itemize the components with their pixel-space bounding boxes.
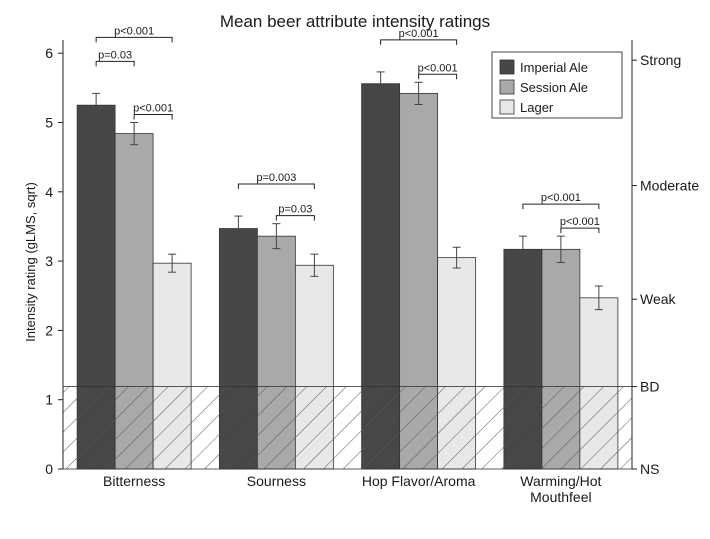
right-tick-label: Strong — [640, 52, 681, 68]
significance-label: p<0.001 — [560, 216, 600, 228]
category-label: Hop Flavor/Aroma — [362, 473, 476, 489]
category-label: Warming/Hot — [520, 473, 601, 489]
legend-label: Lager — [520, 100, 554, 115]
category-label: Sourness — [247, 473, 306, 489]
y-tick-label: 3 — [45, 253, 53, 269]
significance-bracket — [95, 60, 135, 67]
legend-label: Session Ale — [520, 80, 588, 95]
y-axis-label: Intensity rating (gLMS, sqrt) — [23, 182, 38, 342]
below-detection-band — [62, 386, 633, 470]
significance-label: p=0.003 — [256, 172, 296, 184]
significance-bracket — [237, 183, 315, 190]
significance-bracket — [95, 36, 173, 43]
right-tick-label: NS — [640, 461, 659, 477]
y-tick-label: 5 — [45, 115, 53, 131]
y-tick-label: 2 — [45, 322, 53, 338]
significance-bracket — [133, 114, 173, 120]
significance-bracket — [522, 203, 600, 210]
right-tick-label: BD — [640, 379, 659, 395]
legend-swatch — [499, 79, 515, 95]
legend-label: Imperial Ale — [520, 60, 588, 75]
significance-label: p<0.001 — [133, 103, 173, 115]
category-label: Mouthfeel — [530, 489, 591, 505]
significance-bracket — [275, 215, 315, 221]
plot-area: 0 1 2 3 4 5 6 Strong Moderate Weak BD NS Bitterness S… — [45, 25, 699, 505]
chart-title: Mean beer attribute intensity ratings — [220, 12, 490, 31]
y-tick-label: 1 — [45, 392, 53, 408]
category-label: Bitterness — [103, 473, 165, 489]
right-tick-label: Moderate — [640, 178, 699, 194]
legend-swatch — [499, 99, 515, 115]
right-tick-label: Weak — [640, 291, 677, 307]
legend-swatch — [499, 59, 515, 75]
y-tick-label: 6 — [45, 45, 53, 61]
significance-bracket — [418, 73, 458, 80]
significance-label: p<0.001 — [541, 192, 581, 204]
y-tick-label: 4 — [45, 184, 53, 200]
significance-label: p=0.03 — [98, 49, 132, 61]
significance-label: p<0.001 — [418, 62, 458, 74]
y-tick-label: 0 — [45, 461, 53, 477]
significance-label: p<0.001 — [114, 25, 154, 37]
significance-bracket — [560, 227, 600, 234]
significance-bracket — [380, 39, 458, 45]
significance-label: p=0.03 — [278, 204, 312, 216]
significance-label: p<0.001 — [399, 28, 439, 40]
